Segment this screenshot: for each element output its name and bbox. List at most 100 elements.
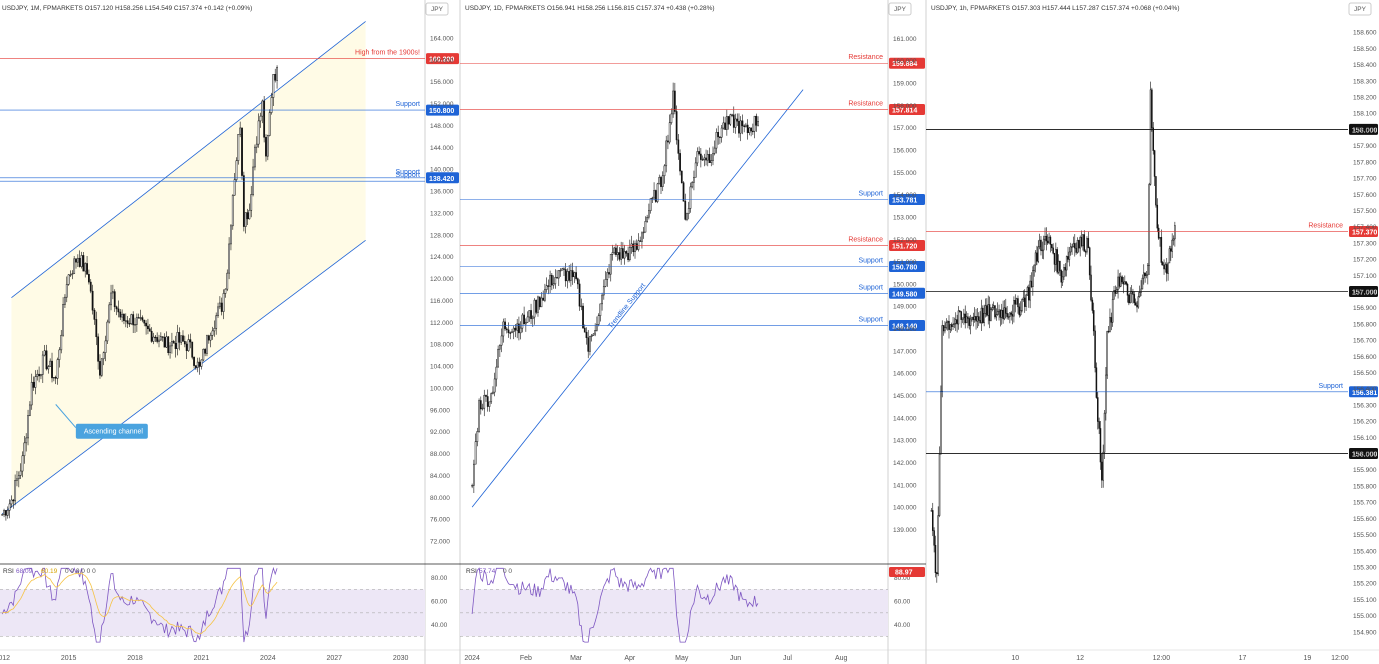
price-tag: [889, 319, 925, 331]
candle-body: [1055, 249, 1057, 265]
candle-body: [511, 331, 513, 334]
y-tick-label: 157.600: [1353, 192, 1377, 199]
candle-body: [206, 335, 208, 354]
candle-body: [272, 74, 275, 98]
candle-body: [686, 213, 688, 220]
x-tick-label: Mar: [570, 655, 583, 662]
candle-body: [545, 285, 548, 290]
candle-body: [226, 272, 229, 290]
price-tag: [1349, 123, 1378, 135]
x-tick-label: 12:00: [1331, 655, 1349, 662]
candle-body: [478, 400, 480, 432]
y-tick-label: 157.300: [1353, 240, 1377, 247]
candle-body: [703, 157, 706, 160]
symbol-header: USDJPY, 1D, FPMARKETS O156.941 H158.256 …: [465, 5, 715, 12]
rsi-extra-values: 0 0: [503, 568, 512, 575]
currency-button[interactable]: [888, 2, 912, 16]
candle-body: [110, 292, 112, 306]
candle-body: [244, 212, 247, 227]
y-tick-label: 156.100: [1353, 435, 1377, 442]
candle-body: [544, 289, 546, 301]
y-tick-label: 156.900: [1353, 305, 1377, 312]
candle-body: [113, 291, 116, 308]
candle-body: [261, 100, 264, 117]
candle-body: [19, 470, 22, 476]
candle-body: [209, 335, 212, 341]
candle-body: [1049, 236, 1052, 245]
currency-button[interactable]: [425, 2, 449, 16]
candle-body: [3, 510, 5, 515]
candle-body: [17, 475, 20, 480]
currency-button[interactable]: [1348, 2, 1372, 16]
candle-body: [587, 337, 590, 352]
y-tick-label: 155.000: [1353, 613, 1377, 620]
candle-body: [163, 337, 166, 348]
candle-body: [471, 485, 473, 487]
candle-body: [69, 274, 72, 276]
candle-body: [994, 305, 996, 318]
candle-body: [115, 306, 118, 310]
candle-body: [1097, 397, 1099, 422]
y-tick-label: 92.000: [430, 429, 450, 436]
candle-body: [1007, 316, 1010, 318]
candle-body: [575, 272, 577, 279]
candle-body: [265, 137, 267, 157]
candle-body: [1152, 127, 1154, 151]
candle-body: [998, 309, 1000, 312]
candle-body: [1084, 251, 1087, 253]
candle-body: [563, 268, 565, 270]
candle-body: [1041, 249, 1044, 252]
x-tick-label: Jul: [783, 655, 792, 662]
candle-body: [623, 251, 626, 259]
channel-lower-line[interactable]: [1, 239, 366, 515]
chart-panel-2[interactable]: Trendline Support Resistance 159.884 Resist…: [460, 2, 926, 662]
candle-body: [531, 316, 534, 319]
x-tick-label: 19: [1304, 655, 1312, 662]
candle-body: [1075, 247, 1077, 253]
candle-body: [1102, 451, 1104, 481]
candle-body: [235, 160, 238, 180]
candle-body: [1011, 314, 1014, 317]
y-tick-label: 158.100: [1353, 111, 1377, 118]
candle-body: [1134, 302, 1137, 306]
candle-body: [479, 400, 482, 410]
candle-body: [65, 284, 68, 298]
candle-body: [719, 136, 721, 138]
candle-body: [608, 272, 610, 275]
y-tick-label: 136.000: [430, 189, 454, 196]
trendline-support-label: Trendline Support: [607, 282, 647, 330]
candle-body: [12, 499, 15, 502]
candle-body: [25, 437, 28, 444]
chart-panel-3[interactable]: 158.000 Resistance 157.370 157.000 Support 15…: [926, 2, 1379, 662]
ascending-channel-label: Ascending channel: [84, 429, 144, 436]
y-tick-label: 155.900: [1353, 467, 1377, 474]
candle-body: [634, 243, 636, 252]
candle-body: [16, 478, 18, 481]
candle-body: [984, 305, 987, 314]
y-tick-label: 160.000: [430, 57, 454, 64]
candle-body: [222, 293, 225, 312]
price-tag: [1349, 285, 1378, 297]
chart-panel-1[interactable]: Ascending channel High from the 1900s! 160…: [0, 2, 460, 662]
candle-body: [693, 177, 695, 183]
ascending-channel-callout[interactable]: [75, 423, 148, 439]
candle-body: [1088, 247, 1091, 276]
candle-body: [158, 339, 160, 342]
candle-body: [38, 373, 41, 377]
candle-body: [625, 251, 628, 254]
channel-upper-line[interactable]: [11, 21, 366, 299]
candle-body: [486, 396, 489, 407]
support-label: Support: [858, 316, 883, 323]
y-tick-label: 155.400: [1353, 548, 1377, 555]
candle-body: [1080, 237, 1083, 247]
candle-body: [582, 305, 584, 329]
candle-body: [933, 530, 935, 546]
trendline-support-line[interactable]: [471, 89, 804, 508]
candle-body: [706, 154, 709, 161]
price-tag-value: 150.780: [892, 265, 917, 272]
candle-body: [1125, 281, 1127, 285]
candle-body: [493, 378, 496, 393]
candle-body: [1153, 150, 1156, 177]
candle-body: [945, 322, 948, 328]
y-tick-label: 157.000: [893, 125, 917, 132]
